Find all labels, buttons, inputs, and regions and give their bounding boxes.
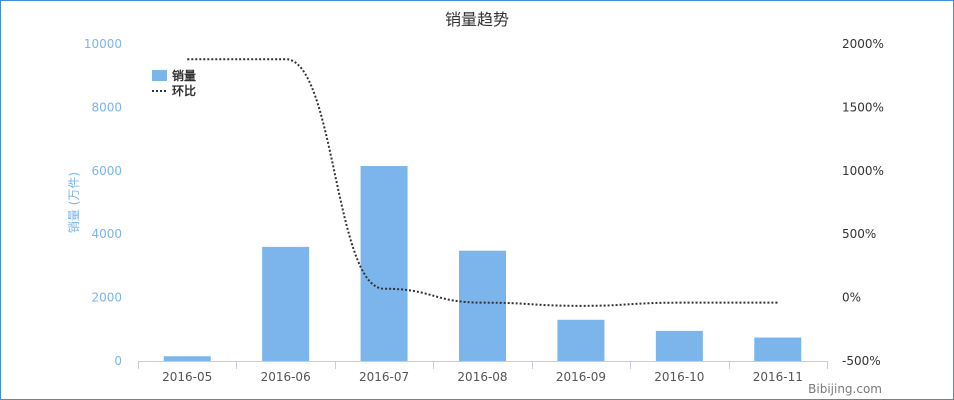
bar <box>655 330 703 361</box>
legend-label: 环比 <box>172 83 196 98</box>
bar <box>360 166 408 361</box>
y2-tick-label: -500% <box>842 354 881 368</box>
y-tick-label: 6000 <box>91 164 122 178</box>
credit-text[interactable]: Bibijing.com <box>808 382 882 396</box>
y2-tick-label: 500% <box>842 227 876 241</box>
x-tick-label: 2016-05 <box>162 370 212 384</box>
y2-tick-label: 0% <box>842 291 861 305</box>
y-tick-label: 10000 <box>84 37 122 51</box>
x-tick-label: 2016-09 <box>556 370 606 384</box>
bar <box>262 246 310 361</box>
x-tick-label: 2016-08 <box>457 370 507 384</box>
chart-title: 销量趋势 <box>444 10 509 29</box>
x-tick-label: 2016-10 <box>654 370 704 384</box>
y-tick-label: 8000 <box>91 100 122 114</box>
y2-tick-label: 2000% <box>842 37 884 51</box>
bar <box>754 337 802 361</box>
bar <box>557 319 605 361</box>
bar <box>459 250 506 361</box>
x-tick-label: 2016-07 <box>359 370 409 384</box>
legend-label: 销量 <box>172 68 196 83</box>
x-tick-label: 2016-11 <box>753 370 803 384</box>
y-tick-label: 4000 <box>91 227 122 241</box>
y-tick-label: 0 <box>114 354 122 368</box>
y2-tick-label: 1000% <box>842 164 884 178</box>
y2-tick-label: 1500% <box>842 100 884 114</box>
y-axis-title: 销量 (万件) <box>67 172 81 233</box>
x-tick-label: 2016-06 <box>261 370 311 384</box>
legend-swatch-bar <box>152 70 167 81</box>
y-tick-label: 2000 <box>91 291 122 305</box>
bar <box>163 356 211 361</box>
